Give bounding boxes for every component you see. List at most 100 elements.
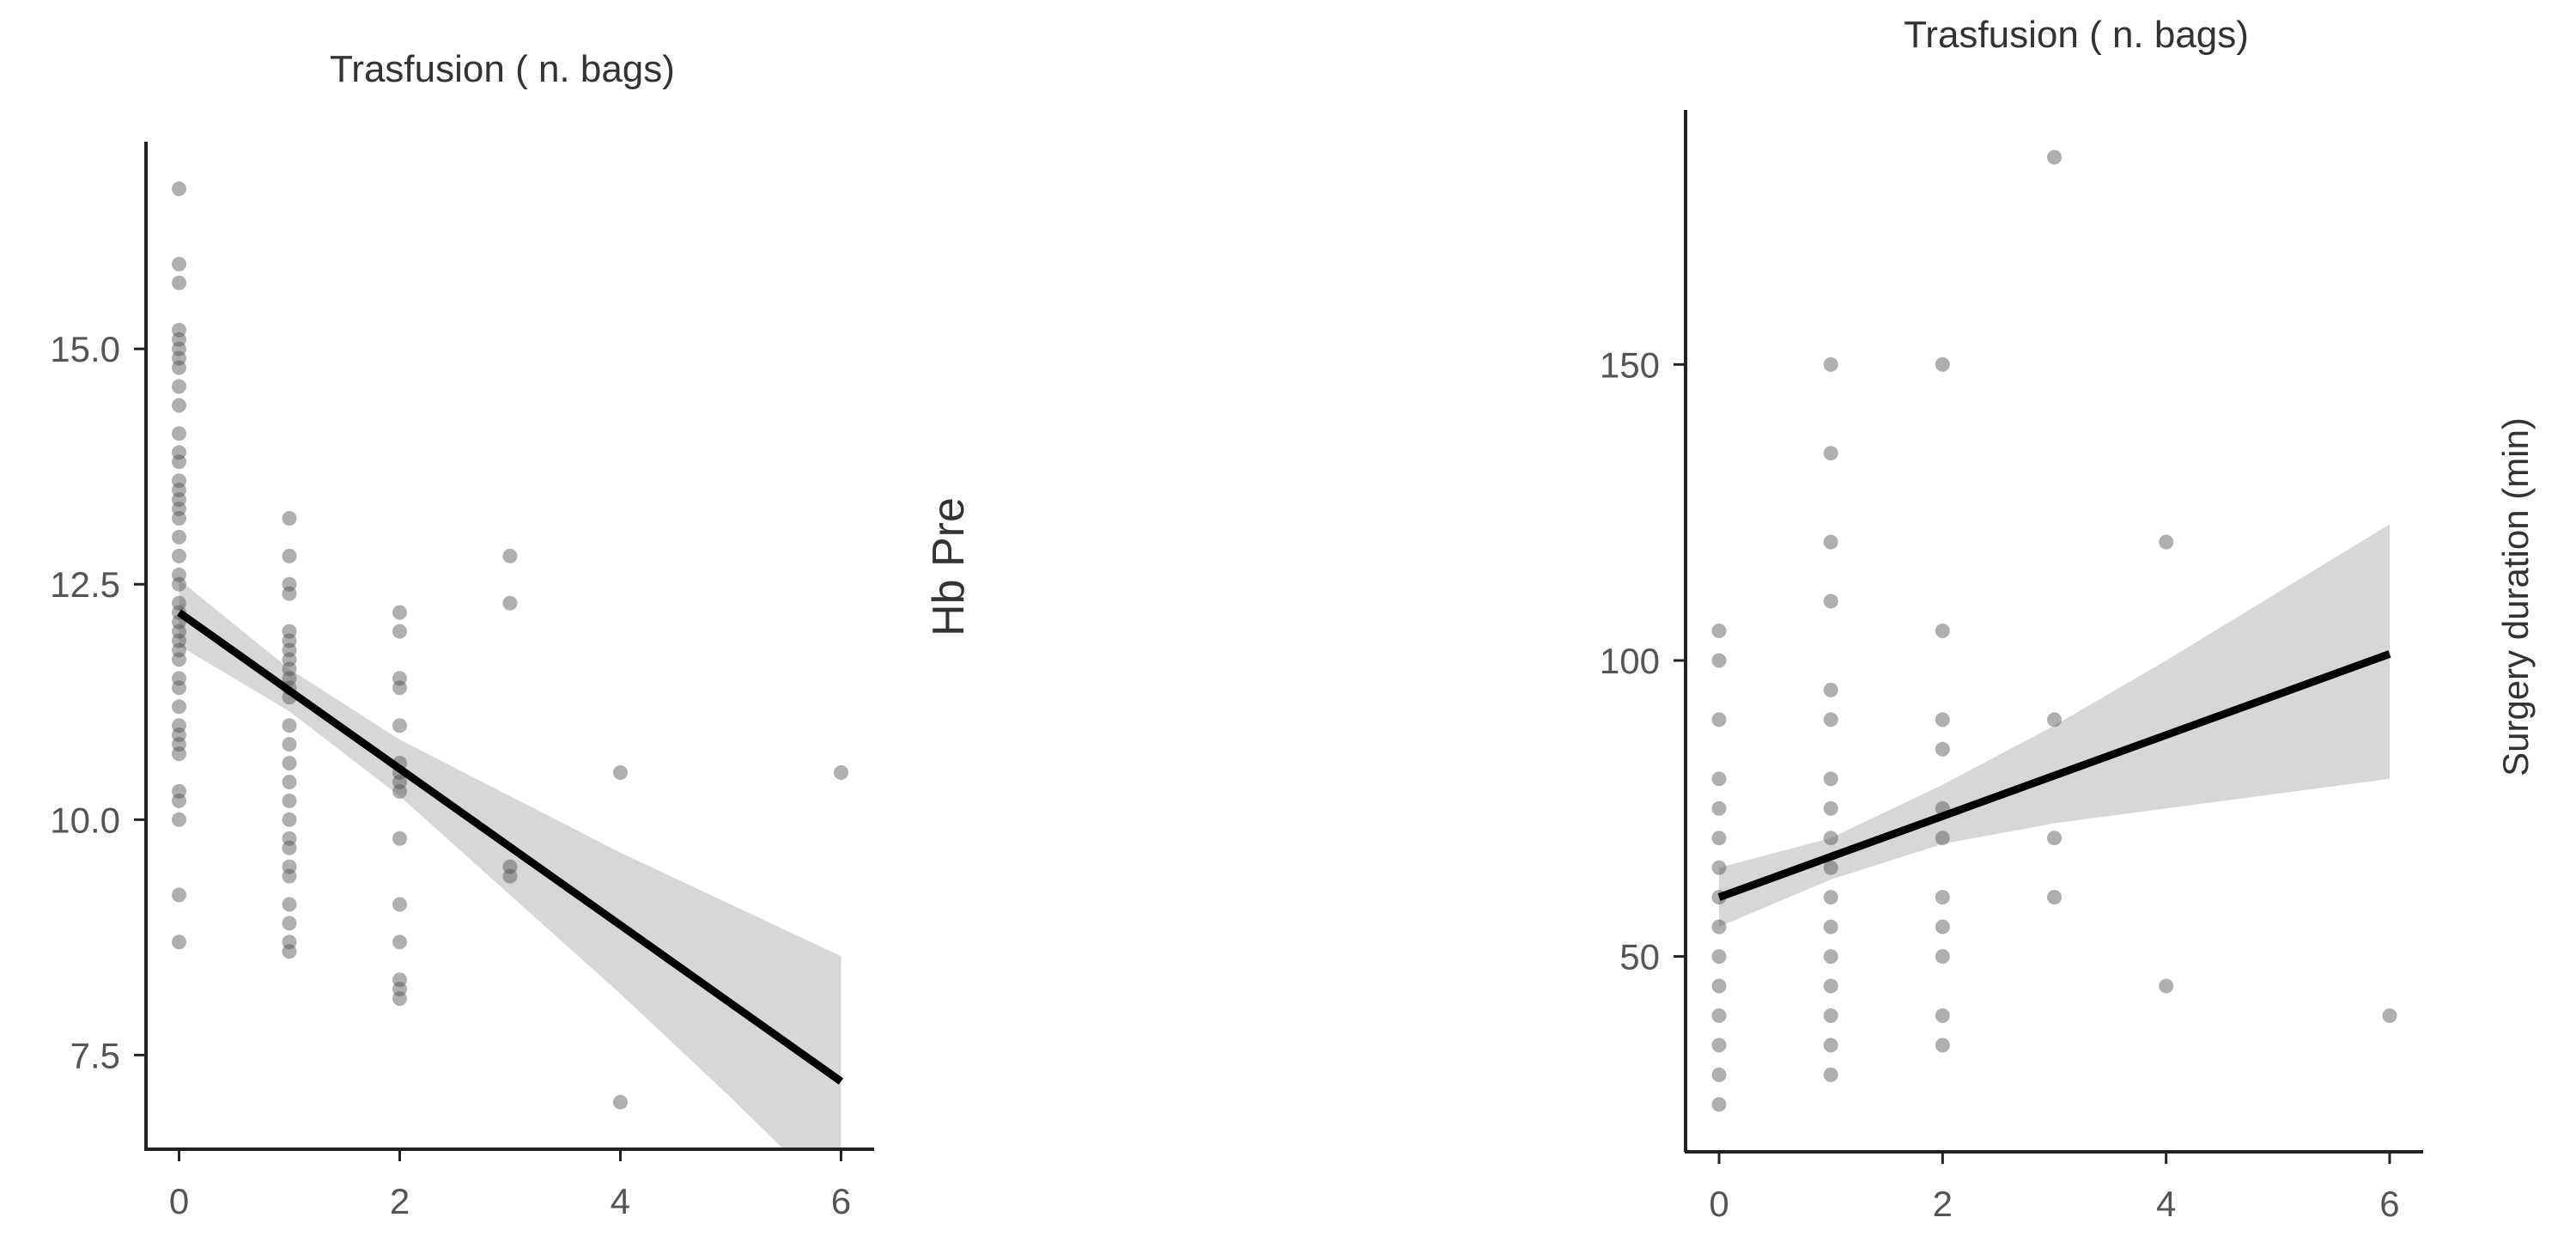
data-point [1935, 890, 1950, 905]
data-point [172, 454, 186, 470]
data-point [502, 868, 518, 884]
data-point [172, 718, 186, 734]
data-point [1711, 1097, 1727, 1112]
y-tick-label: 150 [1600, 344, 1660, 385]
data-point [172, 567, 186, 582]
data-point [172, 793, 186, 808]
data-point [282, 897, 297, 912]
data-point [1823, 1038, 1838, 1053]
data-point [282, 737, 297, 752]
data-point [172, 473, 186, 489]
data-point [1823, 919, 1838, 934]
data-point [172, 595, 186, 611]
data-point [172, 934, 186, 950]
data-point [1935, 949, 1950, 965]
data-point [1823, 860, 1838, 875]
data-point [282, 511, 297, 526]
x-tick-label: 4 [2156, 1184, 2176, 1224]
data-point [1711, 624, 1727, 638]
data-point [2047, 831, 2062, 846]
data-point [172, 699, 186, 715]
data-point [172, 379, 186, 394]
data-point [392, 934, 407, 950]
surgery-duration-panel: Trasfusion ( n. bags) Surgery duration (… [1600, 14, 2536, 1224]
data-point [392, 783, 407, 799]
data-point [282, 831, 297, 846]
data-point [613, 765, 628, 780]
data-point [172, 680, 186, 696]
data-point [1711, 1038, 1727, 1053]
data-point [282, 793, 297, 808]
y-tick-label: 100 [1600, 641, 1660, 681]
data-point [172, 492, 186, 508]
data-point [392, 671, 407, 686]
y-tick-label: 10.0 [50, 800, 120, 840]
fit-line-layer [1717, 650, 2391, 901]
data-point [282, 859, 297, 874]
data-point [392, 897, 407, 912]
data-point [1711, 831, 1727, 846]
panel-title: Trasfusion ( n. bags) [1904, 14, 2249, 56]
data-point [502, 595, 518, 611]
data-point [172, 398, 186, 413]
data-point [172, 332, 186, 347]
data-point [282, 642, 297, 658]
data-point [2047, 890, 2062, 905]
data-point [1935, 624, 1950, 638]
data-point [2047, 712, 2062, 727]
data-point [172, 341, 186, 356]
data-point [1711, 949, 1727, 965]
panel-title: Trasfusion ( n. bags) [330, 48, 675, 90]
data-point [1935, 919, 1950, 934]
x-tick-label: 2 [1933, 1184, 1953, 1224]
data-point [1823, 890, 1838, 905]
data-point [1823, 712, 1838, 727]
data-point [282, 661, 297, 677]
data-point [282, 944, 297, 959]
confidence-band [179, 579, 841, 1149]
data-point [1823, 1008, 1838, 1023]
data-point [1823, 831, 1838, 846]
data-point [1711, 771, 1727, 787]
data-point [172, 652, 186, 667]
data-point [172, 746, 186, 762]
confidence-band-layer [1719, 524, 2390, 928]
data-point [392, 718, 407, 734]
confidence-band [1719, 524, 2390, 928]
data-point [282, 652, 297, 667]
data-point [282, 548, 297, 563]
data-point [392, 831, 407, 846]
data-point [1823, 978, 1838, 994]
data-point [613, 1094, 628, 1110]
data-point [172, 529, 186, 545]
data-point [172, 671, 186, 686]
data-point [1823, 1067, 1838, 1082]
data-point [282, 840, 297, 855]
data-point [1935, 831, 1950, 846]
data-point [282, 671, 297, 686]
data-point [1823, 446, 1838, 461]
data-point [172, 576, 186, 592]
data-point [282, 576, 297, 592]
y-axis-label: Surgery duration (min) [2495, 417, 2536, 776]
data-point [172, 624, 186, 639]
data-point [1711, 653, 1727, 668]
data-point [172, 426, 186, 441]
data-point [1823, 356, 1838, 372]
x-tick-label: 6 [831, 1181, 851, 1221]
data-point [392, 605, 407, 620]
data-point [1935, 741, 1950, 757]
data-point [1823, 771, 1838, 787]
data-point [392, 991, 407, 1007]
data-point [1823, 594, 1838, 609]
data-point [502, 859, 518, 874]
points-layer [172, 181, 848, 1110]
data-point [282, 775, 297, 789]
y-tick-label: 12.5 [50, 564, 120, 605]
axes-layer: 0 2 4 6 50 100 150 [1600, 110, 2423, 1224]
data-point [392, 775, 407, 789]
axes-layer: 0 2 4 6 7.5 10.0 12.5 15.0 [50, 142, 874, 1221]
regression-line [176, 609, 844, 1085]
data-point [1711, 860, 1727, 875]
